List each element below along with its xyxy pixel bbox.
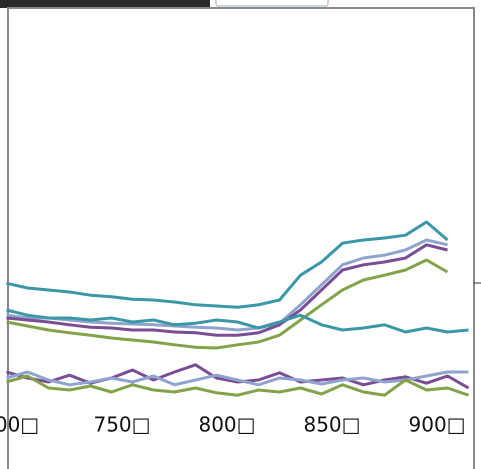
plot-frame (7, 7, 475, 469)
series-line (6, 238, 448, 332)
x-tick-label: 900□ (409, 413, 466, 437)
series-line (6, 363, 470, 390)
image-strip (0, 0, 210, 8)
button-edge[interactable] (215, 0, 329, 7)
x-tick-label: 750□ (93, 413, 150, 437)
series-line (6, 220, 449, 309)
series-line (6, 374, 469, 397)
x-tick-label: 800□ (198, 413, 255, 437)
series-line (6, 308, 469, 334)
x-tick-label: 850□ (303, 413, 360, 437)
series-line (6, 258, 449, 350)
x-tick-label: 00□ (0, 413, 39, 437)
series-line (6, 370, 469, 387)
series-line (6, 243, 448, 337)
